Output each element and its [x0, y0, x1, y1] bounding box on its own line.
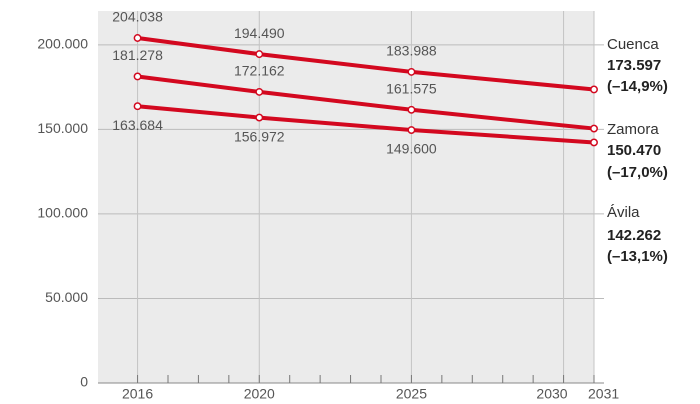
value-label: 163.684	[112, 117, 163, 133]
value-label: 156.972	[234, 128, 285, 144]
point	[407, 126, 416, 134]
series-name: Cuenca	[607, 36, 659, 53]
series-name: Ávila	[607, 204, 640, 221]
point	[255, 50, 264, 59]
y-tick-label: 50.000	[45, 289, 88, 305]
y-tick-label: 0	[80, 374, 88, 390]
point	[590, 138, 598, 147]
series-line	[137, 36, 595, 92]
point	[407, 105, 416, 114]
point	[590, 124, 598, 133]
value-label: 194.490	[234, 25, 285, 41]
end-value-label: 142.262	[607, 227, 661, 244]
y-tick-label: 100.000	[37, 205, 88, 221]
series-name: Zamora	[607, 121, 659, 138]
series-line	[137, 104, 595, 145]
series-line	[137, 74, 595, 131]
y-tick-label: 200.000	[37, 36, 88, 52]
x-tick-label: 2025	[396, 386, 427, 402]
x-tick-label: 2030	[536, 386, 567, 402]
y-tick-label: 150.000	[37, 120, 88, 136]
point	[133, 72, 142, 81]
value-label: 149.600	[386, 141, 437, 157]
value-label: 172.162	[234, 63, 285, 79]
value-label: 183.988	[386, 43, 437, 59]
value-label: 181.278	[112, 47, 163, 63]
point	[590, 85, 598, 94]
x-tick-label: 2031	[588, 386, 619, 402]
change-label: (–17,0%)	[607, 164, 668, 181]
point	[133, 34, 142, 42]
plot-background	[98, 11, 594, 383]
change-label: (–14,9%)	[607, 78, 668, 95]
end-value-label: 150.470	[607, 142, 661, 159]
value-label: 161.575	[386, 80, 437, 96]
point	[255, 87, 264, 96]
value-label: 204.038	[112, 9, 163, 25]
change-label: (–13,1%)	[607, 248, 668, 265]
point	[407, 67, 416, 76]
x-tick-label: 2016	[122, 386, 153, 402]
end-value-label: 173.597	[607, 57, 661, 74]
x-tick-label: 2020	[244, 386, 275, 402]
point	[133, 102, 142, 111]
point	[255, 113, 264, 122]
